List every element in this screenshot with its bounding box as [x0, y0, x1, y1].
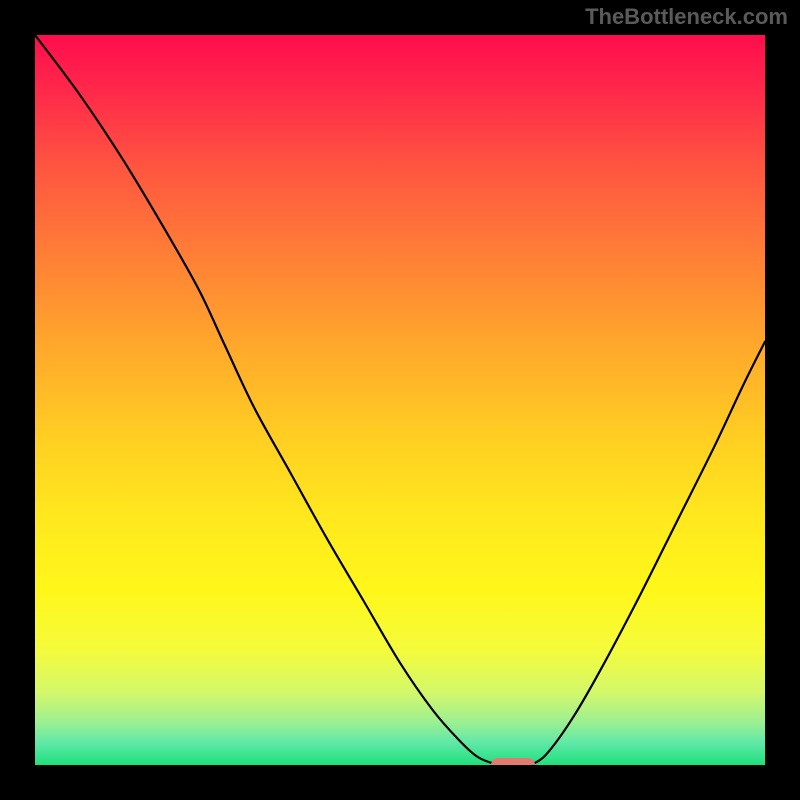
watermark-text: TheBottleneck.com	[585, 4, 788, 30]
plot-area	[35, 35, 765, 765]
minimum-marker	[491, 758, 535, 765]
curve-overlay	[35, 35, 765, 765]
chart-container: TheBottleneck.com	[0, 0, 800, 800]
